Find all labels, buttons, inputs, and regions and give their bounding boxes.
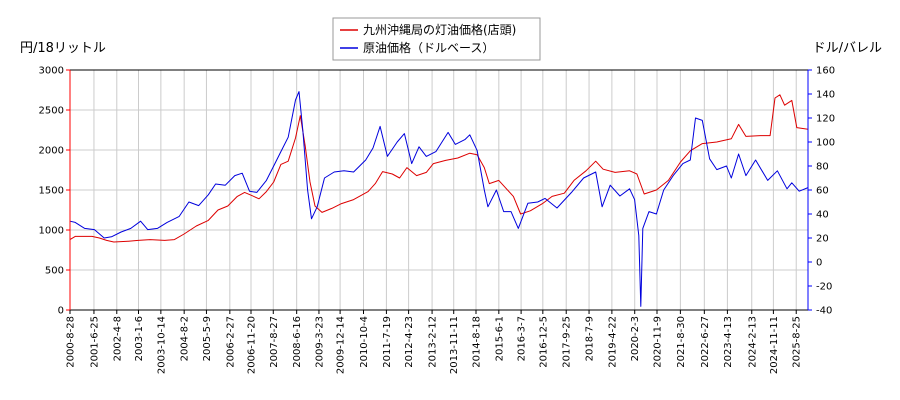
left-axis-unit-label: 円/18リットル (20, 41, 106, 56)
x-tick-label: 2004-8-2 (180, 316, 191, 361)
right-tick-label: 160 (816, 66, 835, 77)
x-tick-label: 2025-8-25 (792, 316, 803, 368)
x-tick-label: 2006-2-27 (225, 316, 236, 368)
x-tick-label: 2000-8-28 (66, 316, 77, 368)
series-layer (69, 91, 809, 307)
x-tick-label: 2020-11-9 (652, 316, 663, 368)
right-tick-label: 100 (816, 138, 835, 149)
x-axis: 2000-8-28 2001-6-25 2002-4-8 2003-1-6 2003-1… (66, 310, 803, 374)
right-tick-label: 80 (816, 162, 829, 173)
x-tick-label: 2009-12-14 (336, 316, 347, 374)
series-line-crude (69, 91, 809, 307)
right-tick-label: 40 (816, 210, 829, 221)
right-tick-label: 0 (816, 258, 822, 269)
right-tick-label: 120 (816, 114, 835, 125)
right-axis-unit-label: ドル/バレル (813, 41, 882, 56)
x-tick-label: 2015-6-1 (494, 316, 505, 361)
right-tick-label: -20 (816, 282, 832, 293)
series-line-kerosene (69, 94, 809, 243)
x-tick-label: 2005-5-9 (202, 316, 213, 361)
left-tick-label: 1500 (39, 186, 64, 197)
x-tick-label: 2019-4-22 (607, 316, 618, 368)
x-tick-label: 2017-9-25 (562, 316, 573, 368)
x-tick-label: 2011-7-19 (382, 316, 393, 368)
x-tick-label: 2023-4-13 (723, 316, 734, 368)
right-tick-label: 140 (816, 90, 835, 101)
left-tick-label: 500 (45, 266, 64, 277)
x-tick-label: 2007-8-27 (269, 316, 280, 368)
x-tick-label: 2006-11-20 (246, 316, 257, 374)
x-tick-label: 2003-10-14 (156, 316, 167, 374)
x-tick-label: 2016-12-5 (538, 316, 549, 368)
x-tick-label: 2024-11-11 (769, 316, 780, 374)
x-tick-label: 2002-4-8 (112, 316, 123, 361)
x-tick-label: 2012-4-23 (404, 316, 415, 368)
left-tick-label: 2500 (39, 106, 64, 117)
x-tick-label: 2014-8-18 (471, 316, 482, 368)
right-axis: -40 -20 0 20 40 60 80 100 120 140 160 (807, 66, 835, 317)
x-tick-label: 2022-6-27 (700, 316, 711, 368)
x-tick-label: 2018-7-9 (585, 316, 596, 361)
left-tick-label: 1000 (39, 226, 64, 237)
left-axis: 0 500 1000 1500 2000 2500 3000 (39, 66, 71, 317)
x-tick-label: 2001-6-25 (89, 316, 100, 368)
right-tick-label: 20 (816, 234, 829, 245)
legend: 九州沖縄局の灯油価格(店頭) 原油価格（ドルベース） (332, 17, 541, 61)
x-tick-label: 2021-8-30 (676, 316, 687, 368)
legend-label-crude: 原油価格（ドルベース） (363, 40, 494, 55)
x-tick-label: 2024-2-13 (747, 316, 758, 368)
x-tick-label: 2013-2-12 (428, 316, 439, 368)
x-tick-label: 2008-6-16 (292, 316, 303, 368)
x-tick-label: 2003-1-6 (134, 316, 145, 361)
x-tick-label: 2016-3-7 (517, 316, 528, 361)
x-tick-label: 2013-11-11 (449, 316, 460, 374)
left-tick-label: 0 (58, 306, 64, 317)
right-tick-label: -40 (816, 306, 832, 317)
x-tick-label: 2009-3-23 (314, 316, 325, 368)
legend-box (332, 17, 541, 61)
x-tick-label: 2010-10-4 (359, 316, 370, 368)
left-tick-label: 2000 (39, 146, 64, 157)
right-tick-label: 60 (816, 186, 829, 197)
x-tick-label: 2020-2-3 (630, 316, 641, 361)
left-tick-label: 3000 (39, 66, 64, 77)
legend-label-kerosene: 九州沖縄局の灯油価格(店頭) (363, 22, 516, 37)
grid (69, 69, 808, 311)
